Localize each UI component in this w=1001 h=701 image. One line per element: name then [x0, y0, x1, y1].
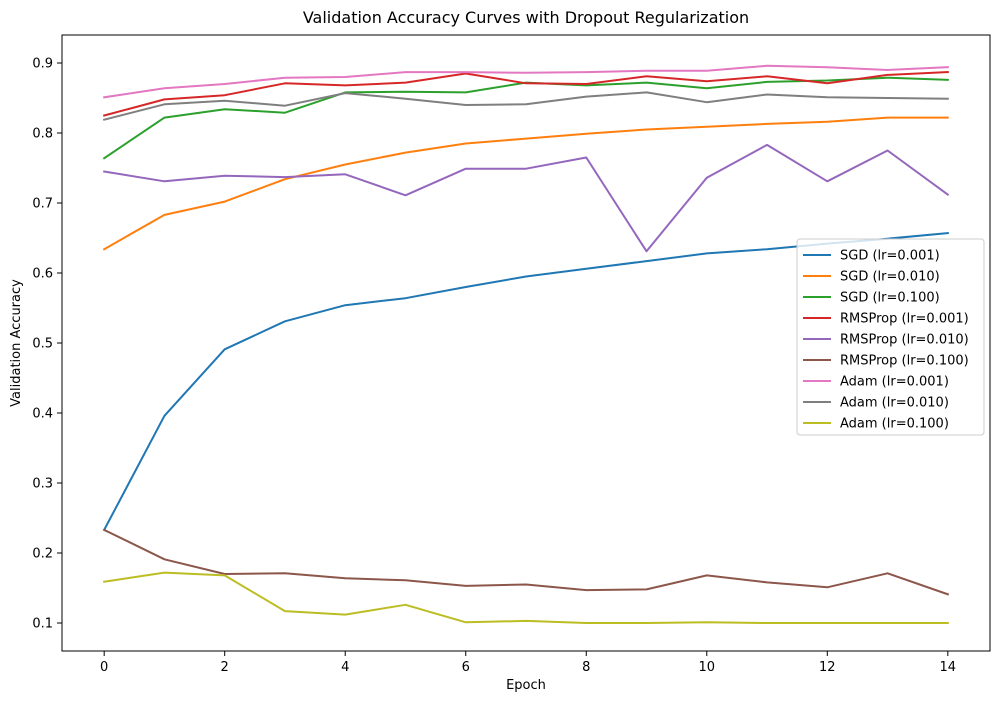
x-tick-label: 6 — [462, 660, 470, 675]
series-line-6 — [103, 64, 949, 99]
chart-title: Validation Accuracy Curves with Dropout … — [303, 8, 749, 27]
legend-label-1: SGD (lr=0.010) — [840, 270, 940, 285]
x-tick-label: 10 — [699, 660, 716, 675]
y-tick-label: 0.2 — [32, 547, 53, 562]
x-tick-label: 0 — [100, 660, 108, 675]
series-line-7 — [102, 91, 949, 121]
series-line-4 — [103, 143, 950, 253]
y-axis: 0.1 0.2 0.3 0.4 0.5 0.6 0.7 0.8 0.9 — [32, 57, 62, 632]
legend-label-6: Adam (lr=0.001) — [840, 375, 949, 390]
series-line-2 — [102, 76, 949, 160]
legend-label-5: RMSProp (lr=0.100) — [840, 354, 969, 369]
legend-label-2: SGD (lr=0.100) — [840, 291, 940, 306]
y-tick-label: 0.9 — [32, 57, 53, 72]
series-line-8 — [103, 571, 949, 624]
series-line-1 — [102, 116, 949, 251]
x-tick-label: 14 — [940, 660, 957, 675]
legend: SGD (lr=0.001) SGD (lr=0.010) SGD (lr=0.10… — [796, 238, 985, 436]
legend-label-3: RMSProp (lr=0.001) — [840, 312, 969, 327]
x-tick-label: 2 — [221, 660, 229, 675]
legend-label-4: RMSProp (lr=0.010) — [840, 333, 969, 348]
x-tick-label: 12 — [819, 660, 836, 675]
y-tick-label: 0.7 — [32, 197, 53, 212]
y-tick-label: 0.6 — [32, 267, 53, 282]
legend-label-7: Adam (lr=0.010) — [840, 396, 949, 411]
plot-area — [102, 64, 950, 624]
x-tick-label: 8 — [582, 660, 590, 675]
x-axis-label: Epoch — [506, 678, 546, 693]
series-line-3 — [102, 71, 949, 117]
y-axis-label: Validation Accuracy — [9, 279, 24, 407]
y-tick-label: 0.3 — [32, 477, 53, 492]
legend-label-8: Adam (lr=0.100) — [840, 417, 949, 432]
legend-label-0: SGD (lr=0.001) — [840, 249, 940, 264]
x-tick-label: 4 — [341, 660, 349, 675]
x-axis: 0 2 4 6 8 10 12 14 — [100, 651, 956, 675]
y-tick-label: 0.4 — [32, 407, 53, 422]
y-tick-label: 0.1 — [32, 617, 53, 632]
series-line-5 — [102, 528, 950, 596]
legend-box — [796, 238, 985, 436]
y-tick-label: 0.8 — [32, 127, 53, 142]
y-tick-label: 0.5 — [32, 337, 53, 352]
